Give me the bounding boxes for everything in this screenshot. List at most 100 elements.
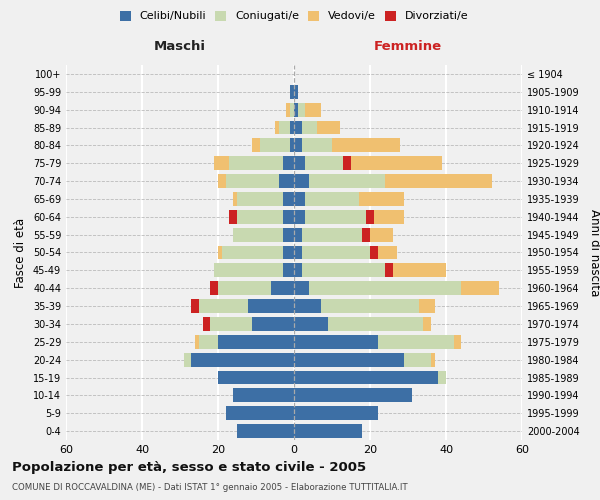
Bar bbox=[385, 264, 393, 278]
Bar bbox=[294, 352, 404, 366]
Bar bbox=[279, 120, 290, 134]
Bar bbox=[260, 138, 290, 152]
Y-axis label: Anni di nascita: Anni di nascita bbox=[588, 209, 600, 296]
Bar bbox=[214, 156, 229, 170]
Bar bbox=[294, 156, 305, 170]
Bar bbox=[286, 102, 290, 117]
Bar bbox=[218, 335, 294, 349]
Text: Femmine: Femmine bbox=[374, 40, 442, 52]
Bar bbox=[377, 246, 397, 260]
Bar bbox=[302, 264, 385, 278]
Bar bbox=[195, 335, 199, 349]
Bar bbox=[214, 264, 283, 278]
Bar bbox=[294, 192, 305, 206]
Bar bbox=[283, 192, 294, 206]
Bar bbox=[454, 335, 461, 349]
Bar bbox=[461, 281, 499, 295]
Bar bbox=[404, 352, 431, 366]
Bar bbox=[309, 281, 461, 295]
Bar bbox=[366, 210, 374, 224]
Bar bbox=[294, 228, 302, 241]
Bar bbox=[211, 281, 218, 295]
Bar bbox=[393, 264, 446, 278]
Bar bbox=[294, 264, 302, 278]
Bar bbox=[294, 246, 302, 260]
Bar bbox=[283, 246, 294, 260]
Bar bbox=[218, 174, 226, 188]
Bar bbox=[305, 156, 343, 170]
Bar bbox=[252, 138, 260, 152]
Bar bbox=[298, 102, 305, 117]
Bar bbox=[294, 388, 412, 402]
Bar bbox=[290, 120, 294, 134]
Bar bbox=[248, 299, 294, 313]
Bar bbox=[252, 317, 294, 331]
Bar bbox=[370, 246, 377, 260]
Bar bbox=[222, 246, 283, 260]
Bar bbox=[294, 85, 298, 99]
Bar bbox=[294, 174, 309, 188]
Bar bbox=[359, 192, 404, 206]
Bar bbox=[305, 102, 320, 117]
Bar bbox=[283, 156, 294, 170]
Bar bbox=[226, 406, 294, 420]
Bar bbox=[237, 210, 283, 224]
Bar bbox=[271, 281, 294, 295]
Bar bbox=[419, 299, 434, 313]
Bar bbox=[294, 317, 328, 331]
Bar bbox=[275, 120, 279, 134]
Bar bbox=[226, 174, 279, 188]
Bar bbox=[199, 335, 218, 349]
Bar bbox=[199, 299, 248, 313]
Bar bbox=[294, 102, 298, 117]
Bar bbox=[283, 264, 294, 278]
Bar bbox=[294, 424, 362, 438]
Bar bbox=[309, 174, 385, 188]
Bar bbox=[290, 85, 294, 99]
Bar bbox=[328, 317, 423, 331]
Bar bbox=[320, 299, 419, 313]
Bar bbox=[305, 192, 359, 206]
Bar bbox=[385, 174, 491, 188]
Bar bbox=[294, 138, 302, 152]
Bar bbox=[294, 370, 439, 384]
Bar bbox=[233, 228, 283, 241]
Bar bbox=[290, 138, 294, 152]
Bar bbox=[294, 210, 305, 224]
Text: Popolazione per età, sesso e stato civile - 2005: Popolazione per età, sesso e stato civil… bbox=[12, 462, 366, 474]
Bar bbox=[237, 424, 294, 438]
Bar bbox=[218, 246, 222, 260]
Bar bbox=[351, 156, 442, 170]
Bar bbox=[305, 210, 366, 224]
Bar bbox=[184, 352, 191, 366]
Bar bbox=[233, 192, 237, 206]
Legend: Celibi/Nubili, Coniugati/e, Vedovi/e, Divorziati/e: Celibi/Nubili, Coniugati/e, Vedovi/e, Di… bbox=[119, 10, 469, 22]
Bar bbox=[374, 210, 404, 224]
Bar bbox=[302, 228, 362, 241]
Bar bbox=[283, 210, 294, 224]
Bar bbox=[302, 120, 317, 134]
Bar bbox=[211, 317, 252, 331]
Bar bbox=[431, 352, 434, 366]
Bar bbox=[294, 335, 377, 349]
Text: Maschi: Maschi bbox=[154, 40, 206, 52]
Bar bbox=[294, 120, 302, 134]
Bar bbox=[191, 352, 294, 366]
Bar bbox=[439, 370, 446, 384]
Y-axis label: Fasce di età: Fasce di età bbox=[14, 218, 27, 288]
Bar bbox=[237, 192, 283, 206]
Bar bbox=[294, 299, 320, 313]
Bar bbox=[294, 281, 309, 295]
Bar bbox=[377, 335, 454, 349]
Bar bbox=[302, 138, 332, 152]
Bar bbox=[218, 370, 294, 384]
Bar bbox=[233, 388, 294, 402]
Bar bbox=[203, 317, 211, 331]
Bar bbox=[229, 210, 237, 224]
Bar bbox=[370, 228, 393, 241]
Bar bbox=[283, 228, 294, 241]
Bar bbox=[332, 138, 400, 152]
Bar bbox=[229, 156, 283, 170]
Bar bbox=[343, 156, 351, 170]
Bar bbox=[191, 299, 199, 313]
